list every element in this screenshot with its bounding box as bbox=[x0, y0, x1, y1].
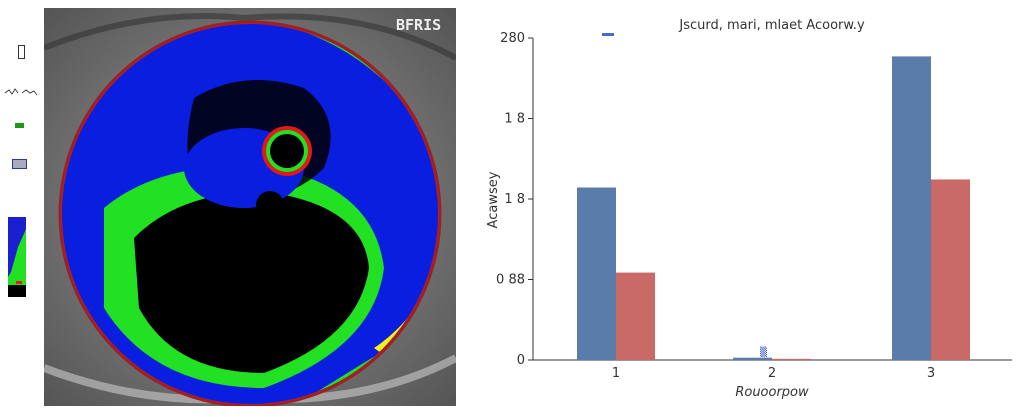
y-tick-label: 1 8 bbox=[504, 112, 525, 127]
x-axis-label: Rouoorpow bbox=[735, 385, 809, 400]
y-tick-label: 0 88 bbox=[496, 273, 525, 288]
chart-title: Jscurd, mari, mlaet Acoorw.y bbox=[678, 18, 865, 33]
x-tick-label: 3 bbox=[927, 366, 935, 381]
bar-series-red-2 bbox=[772, 358, 811, 360]
y-tick-label: 1 8 bbox=[504, 192, 525, 207]
y-axis-label: Acawsey bbox=[486, 171, 501, 228]
image-overlay-label: BFRIS bbox=[396, 16, 441, 34]
sidebar-blue-chip bbox=[12, 159, 27, 169]
y-tick-label: 0 bbox=[517, 353, 525, 368]
sidebar-heatmap-thumbnail bbox=[8, 217, 26, 297]
bar-series-blue-3 bbox=[892, 56, 931, 361]
x-tick-label: 1 bbox=[612, 366, 620, 381]
x-tick-label: 2 bbox=[768, 366, 776, 381]
sidebar-rect-icon bbox=[18, 45, 25, 59]
eye-heatmap-image: BFRIS bbox=[42, 8, 458, 408]
sidebar-green-chip bbox=[15, 123, 24, 128]
accuracy-bar-chart: Jscurd, mari, mlaet Acoorw.y Acawsey Rou… bbox=[480, 0, 1024, 413]
bar-series-red-1 bbox=[616, 272, 655, 360]
bar-series-red-3 bbox=[931, 179, 970, 360]
annotation-marker bbox=[602, 33, 614, 36]
annotation-asterisk: ▒ bbox=[760, 346, 767, 358]
bar-series-blue-2 bbox=[733, 357, 772, 360]
sidebar-squiggle-icon bbox=[4, 82, 38, 96]
y-tick-label: 280 bbox=[500, 31, 525, 46]
bar-series-blue-1 bbox=[577, 187, 616, 360]
